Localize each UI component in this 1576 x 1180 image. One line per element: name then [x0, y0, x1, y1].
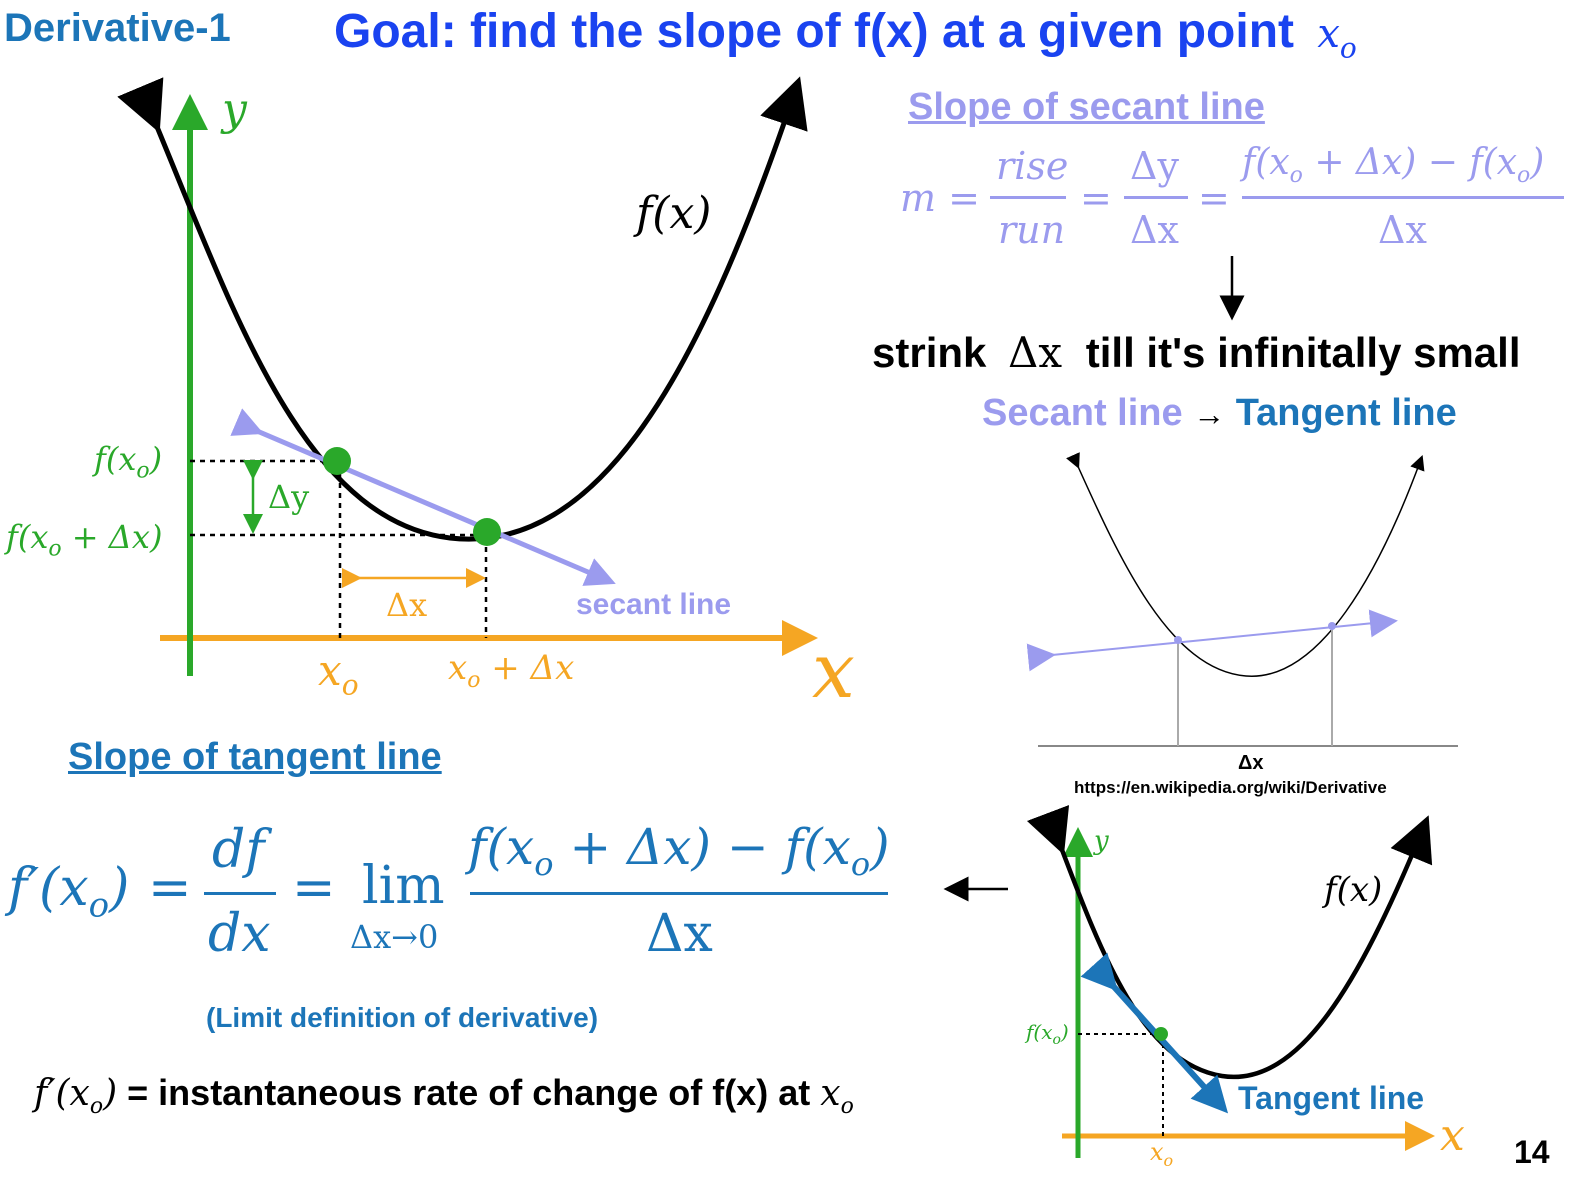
wiki-point-1: [1174, 636, 1182, 644]
shrink-statement: strink Δx till it's infinitally small: [872, 328, 1521, 377]
secant-dx: Δx: [1130, 208, 1179, 252]
secant-frac3-bar: [1242, 196, 1564, 199]
secant-eq1: =: [1080, 176, 1112, 220]
label-xodx: xo + Δx: [448, 648, 575, 693]
small-x-label: x: [1440, 1110, 1465, 1161]
main-curve-label: f(x): [636, 188, 712, 239]
secant-numerator: f(xo + Δx) − f(xo): [1242, 142, 1545, 189]
tangent-caption: (Limit definition of derivative): [206, 1002, 599, 1033]
secant-line: [230, 408, 616, 586]
small-fxo-label: f(xo): [1026, 1020, 1069, 1048]
goal-title: Goal: find the slope of f(x) at a given …: [334, 4, 1357, 65]
goal-var: x: [1317, 11, 1340, 57]
tangent-eq1: =: [148, 858, 192, 918]
wiki-curve: [1066, 452, 1425, 677]
label-dy: Δy: [268, 478, 310, 516]
main-curve: [117, 76, 808, 542]
small-y-label: y: [1094, 826, 1109, 856]
tangent-lim-sub: Δx→0: [350, 918, 439, 956]
goal-var-sub: o: [1339, 31, 1357, 65]
page-number: 14: [1514, 1134, 1550, 1170]
tangent-frac2-bar: [470, 892, 888, 895]
secant-m: m =: [900, 176, 980, 220]
tangent-title: Slope of tangent line: [68, 736, 442, 778]
goal-text: Goal: find the slope of f(x) at a given …: [334, 5, 1294, 58]
point-xodx: [473, 518, 501, 546]
transition-secant: Secant line: [982, 392, 1183, 434]
secant-run: run: [998, 208, 1066, 252]
wiki-source: https://en.wikipedia.org/wiki/Derivative: [1074, 778, 1387, 797]
transition-tangent: Tangent line: [1235, 392, 1457, 434]
tangent-eq2: =: [292, 858, 336, 918]
section-title: Derivative-1: [4, 6, 231, 50]
secant-rise: rise: [996, 144, 1069, 188]
secant-den: Δx: [1378, 208, 1427, 252]
tangent-numerator: f(xo + Δx) − f(xo): [468, 818, 890, 883]
secant-dy: Δy: [1130, 144, 1179, 188]
small-curve-label: f(x): [1324, 870, 1383, 910]
wiki-point-2: [1328, 622, 1336, 630]
wiki-dx-label: Δx: [1238, 752, 1264, 774]
main-y-label: y: [222, 84, 247, 135]
small-point-xo: [1154, 1027, 1168, 1041]
tangent-lim: lim: [362, 856, 445, 916]
secant-frac1-bar: [990, 196, 1066, 199]
label-fxodx: f(xo + Δx): [6, 518, 163, 562]
tangent-df: df: [212, 820, 265, 880]
tangent-dx: dx: [208, 904, 271, 964]
secant-to-tangent: Secant line → Tangent line: [982, 392, 1457, 435]
secant-line-label: secant line: [576, 588, 732, 621]
label-xo: xo: [318, 646, 359, 702]
point-xo: [323, 447, 351, 475]
tangent-frac1-bar: [204, 892, 276, 895]
secant-title: Slope of secant line: [908, 86, 1265, 128]
interpretation: f′(xo) = instantaneous rate of change of…: [34, 1072, 854, 1120]
small-xo-label: xo: [1150, 1138, 1174, 1170]
wiki-secant: [1026, 609, 1398, 672]
tangent-lhs: f′(xo): [8, 858, 130, 926]
main-x-label: x: [812, 626, 855, 715]
label-fxo: f(xo): [94, 440, 163, 484]
transition-arrow: →: [1193, 396, 1226, 432]
secant-eq2: =: [1198, 176, 1230, 220]
secant-frac2-bar: [1124, 196, 1188, 199]
label-dx: Δx: [386, 586, 428, 624]
tangent-den: Δx: [646, 904, 713, 964]
shrink-dx: Δx: [1008, 328, 1063, 377]
tangent-line-label: Tangent line: [1238, 1080, 1425, 1116]
